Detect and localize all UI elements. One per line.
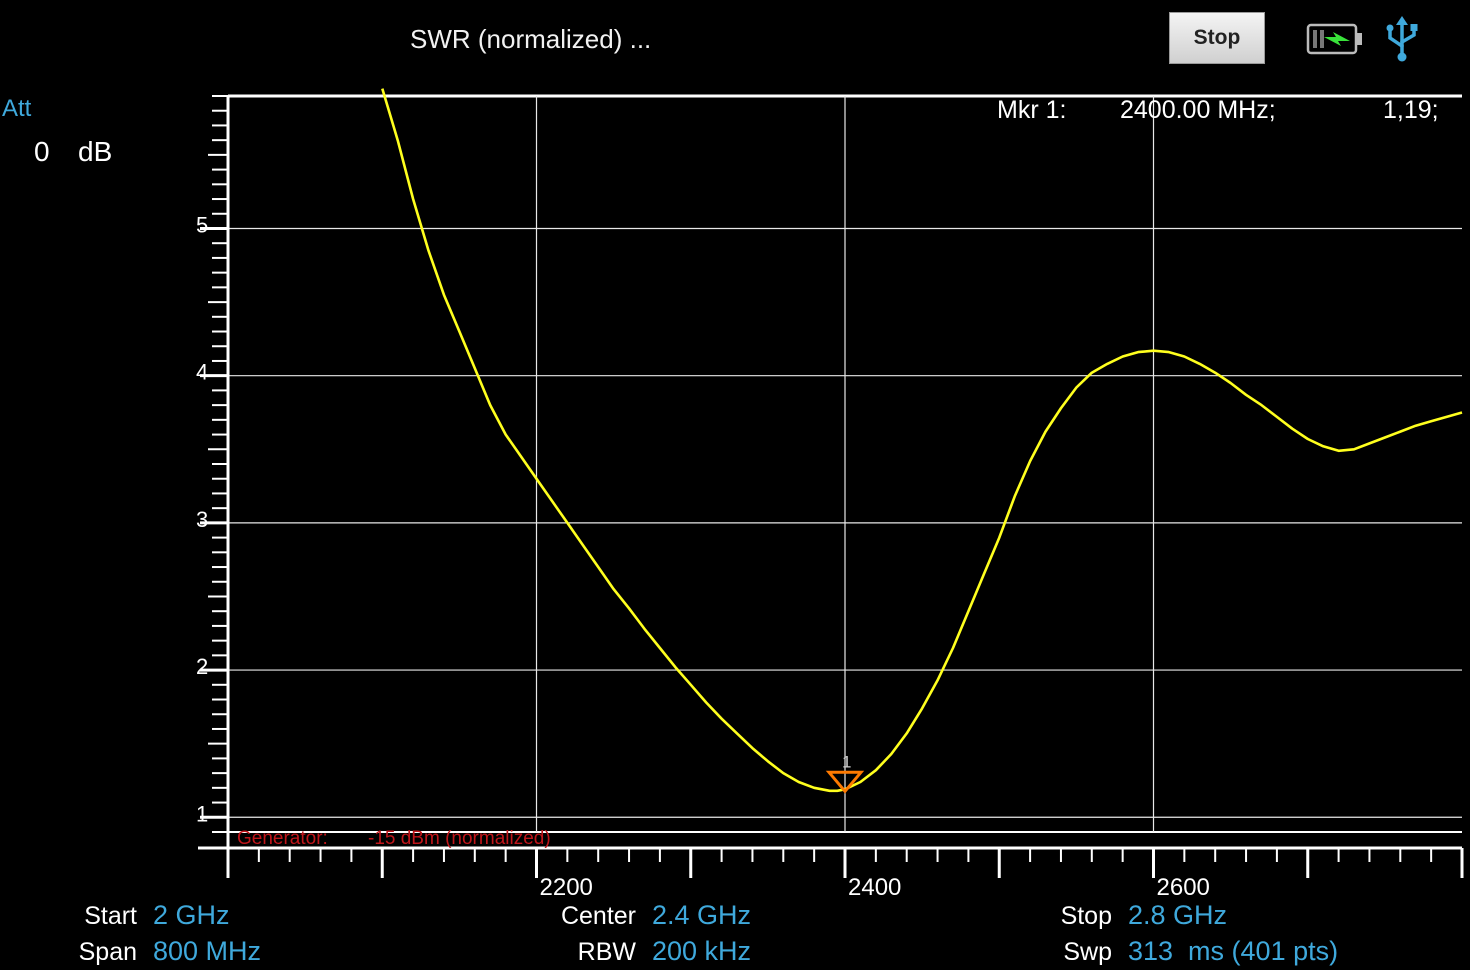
center-label: Center [560, 902, 636, 930]
y-tick-label: 5 [196, 212, 208, 237]
x-tick-labels: 2200 2400 2600 [540, 874, 1210, 900]
marker-triangle-icon [825, 770, 865, 794]
y-tick-label: 3 [196, 507, 208, 532]
chart-grid [228, 94, 1462, 833]
y-tick-labels: 1 2 3 4 5 [196, 212, 208, 826]
start-label: Start [84, 902, 137, 930]
y-tick-label: 2 [196, 654, 208, 679]
span-value[interactable]: 800 MHz [153, 936, 262, 966]
attenuation-unit: dB [78, 136, 113, 167]
stop-freq-value[interactable]: 2.8 GHz [1128, 900, 1228, 930]
stop-button[interactable]: Stop [1169, 12, 1265, 64]
attenuation-value: 0 [34, 136, 50, 167]
stop-freq-label: Stop [1060, 902, 1112, 930]
x-tick-label: 2400 [848, 874, 901, 900]
marker-frequency: 2400.00 MHz; [1120, 96, 1276, 124]
usb-icon [1386, 16, 1418, 62]
rbw-label: RBW [577, 938, 636, 966]
attenuation-label[interactable]: Att [2, 95, 32, 122]
rbw-value[interactable]: 200 kHz [652, 936, 752, 966]
measurement-title: SWR (normalized) ... [410, 24, 652, 54]
swr-trace-line [381, 88, 1463, 793]
x-tick-label: 2200 [540, 874, 593, 900]
chart-axis [198, 95, 1464, 878]
sweep-value[interactable]: 313 ms (401 pts) [1128, 936, 1339, 966]
marker-value: 1,19; [1383, 96, 1439, 124]
battery-charging-icon [1306, 23, 1362, 55]
y-tick-label: 4 [196, 360, 208, 385]
marker-number: 1 [842, 752, 851, 771]
generator-label: Generator: [237, 828, 328, 849]
swr-chart[interactable]: 1 2 3 4 5 2200 2400 2600 1 Mkr 1: 2400.00 MHz;… [0, 0, 1470, 900]
marker-label: Mkr 1: [997, 96, 1066, 124]
marker-1: 1 [825, 752, 865, 794]
x-tick-label: 2600 [1157, 874, 1210, 900]
generator-value: -15 dBm (normalized) [368, 828, 551, 849]
center-value[interactable]: 2.4 GHz [652, 900, 752, 930]
sweep-label: Swp [1063, 938, 1112, 966]
start-value[interactable]: 2 GHz [153, 900, 230, 930]
y-tick-label: 1 [196, 801, 208, 826]
span-label: Span [78, 938, 137, 966]
